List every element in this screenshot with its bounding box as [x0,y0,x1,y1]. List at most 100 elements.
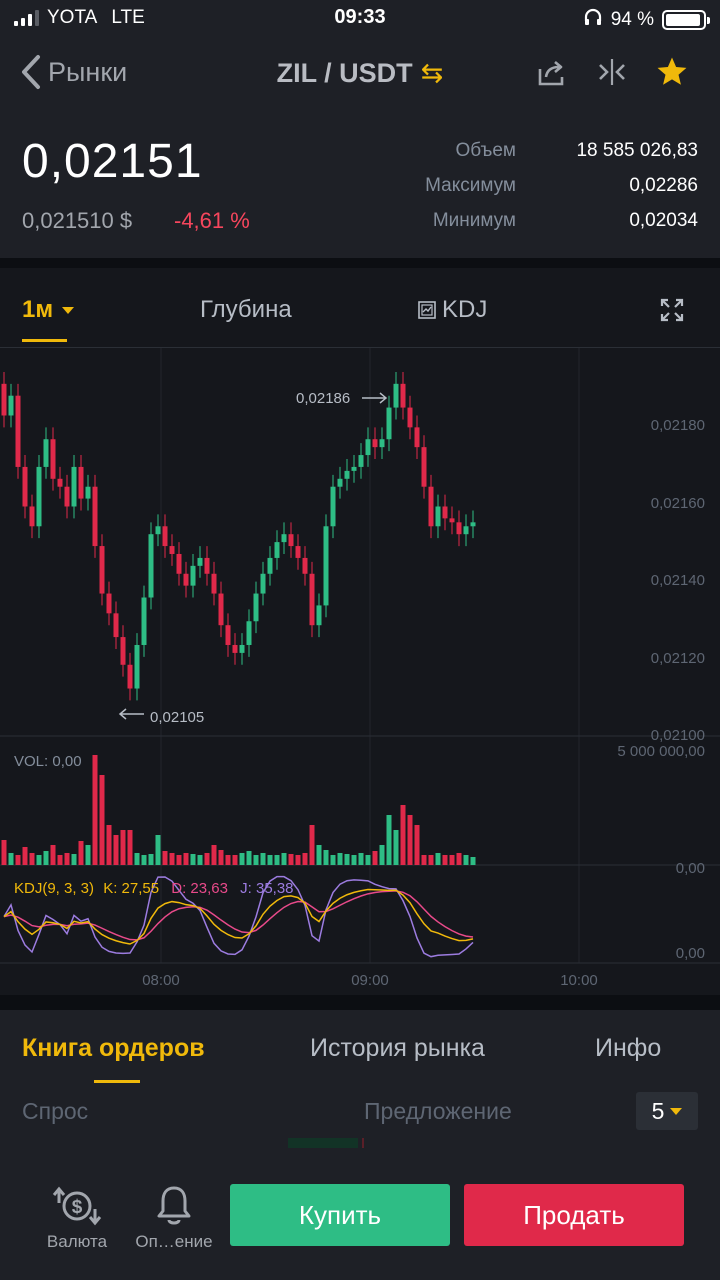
x-tick: 08:00 [142,972,180,989]
candlestick-chart[interactable]: 0,02186 0,02105 0,02180 0,02160 0,02140 … [0,348,720,995]
last-price: 0,02151 [22,135,203,188]
volume-bar [64,853,70,865]
tab-indicator[interactable]: KDJ [418,296,487,324]
volume-bar [407,815,413,865]
volume-bar [274,855,280,865]
caret-down-icon [670,1107,683,1115]
candle [78,466,84,499]
volume-bar [386,815,392,865]
candle [211,573,217,594]
volume-bar [29,853,35,865]
candle [246,621,252,645]
stat-value: 18 585 026,83 [576,140,698,161]
candle [400,383,406,408]
candle [127,664,133,689]
volume-bar [344,854,350,865]
y-tick: 0,02120 [651,650,705,667]
tab-depth[interactable]: Глубина [200,296,292,323]
volume-bar [85,845,91,865]
volume-bar [155,835,161,865]
volume-bar [225,855,231,865]
price-usd: 0,021510 $ [22,208,133,233]
fullscreen-icon[interactable] [660,298,684,322]
candle [1,383,7,416]
candle [141,597,147,645]
candle [15,395,21,467]
volume-bar [253,855,259,865]
volume-bar [141,855,147,865]
stat-label: Минимум [432,210,516,231]
indicator-icon [418,301,436,319]
share-icon[interactable] [534,54,570,90]
buy-button[interactable]: Купить [230,1184,450,1246]
volume-bar [22,847,28,865]
candle [162,526,168,547]
kdj-zero-label: 0,00 [676,945,705,962]
volume-bar [36,855,42,865]
sell-button[interactable]: Продать [464,1184,684,1246]
volume-bar [71,854,77,865]
clock: 09:33 [334,6,386,28]
volume-bar [365,855,371,865]
y-tick: 0,02160 [651,495,705,512]
vol-max-label: 5 000 000,00 [617,743,705,760]
tab-orderbook[interactable]: Книга ордеров [22,1034,205,1083]
volume-bar [358,853,364,865]
candle [113,613,119,638]
stat-row-high: Максимум 0,02286 [378,175,698,210]
tab-market-history[interactable]: История рынка [310,1034,485,1062]
bid-column-label: Спрос [22,1098,89,1124]
volume-bar [190,854,196,865]
chevron-left-icon [22,55,40,89]
candle [274,542,280,558]
candle [470,522,476,527]
interval-label: 1м [22,296,54,323]
low-marker-arrow [118,708,144,720]
kdj-j-value: J: 35,38 [240,880,293,897]
candle [281,534,287,543]
currency-button[interactable]: $ Валюта [22,1180,132,1252]
candle [365,439,371,456]
kdj-k-value: K: 27,55 [103,880,159,897]
currency-convert-icon: $ [52,1186,102,1226]
indicator-label: KDJ [442,296,488,323]
ticker-summary: 0,02151 0,021510 $ -4,61 % Объем 18 585 0… [0,110,720,258]
pair-selector[interactable]: ZIL / USDT ⇆ [0,58,720,89]
alerts-label: Оп…ение [135,1232,213,1251]
pair-title: ZIL / USDT [276,58,413,88]
candle [36,466,42,527]
candle [463,526,469,535]
volume-bar [239,853,245,865]
currency-label: Валюта [46,1232,108,1251]
stat-row-volume: Объем 18 585 026,83 [378,140,698,175]
volume-bar [414,825,420,865]
volume-bar [449,855,455,865]
candle [71,466,77,507]
candle [239,644,245,653]
depth-value: 5 [651,1097,665,1124]
compare-icon[interactable] [594,54,630,90]
kdj-legend: KDJ(9, 3, 3) K: 27,55 D: 23,63 J: 35,38 [14,880,294,897]
back-button[interactable]: Рынки [20,54,127,90]
candle [85,486,91,499]
volume-bar [43,851,49,865]
candle [407,407,413,428]
volume-bar [8,853,14,865]
alerts-button[interactable]: Оп…ение [132,1180,216,1252]
candle [57,478,63,487]
candle [316,605,322,626]
stat-value: 0,02034 [629,210,698,231]
ask-depth-bar [362,1138,364,1148]
candle [428,486,434,527]
depth-selector[interactable]: 5 [636,1092,698,1130]
volume-bar [15,855,21,865]
volume-bar [323,850,329,865]
favorite-star-icon[interactable] [654,54,690,90]
candle [337,478,343,487]
x-tick: 10:00 [560,972,598,989]
candle [330,486,336,527]
interval-selector[interactable]: 1м [22,296,74,342]
tab-info[interactable]: Инфо [595,1034,662,1062]
volume-bar [127,830,133,865]
chart-tabs: 1м Глубина KDJ [0,268,720,348]
